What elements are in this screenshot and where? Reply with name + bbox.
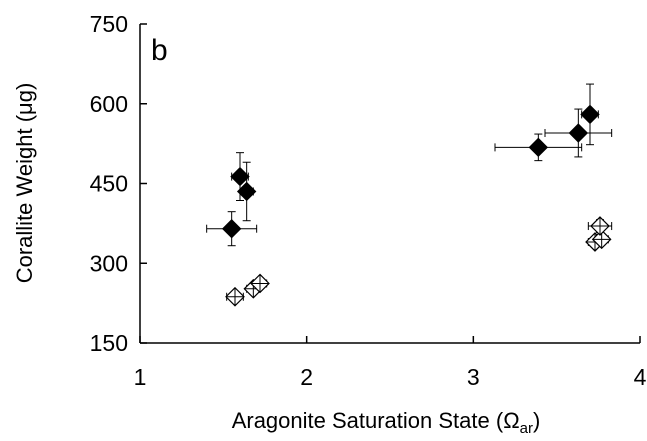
x-axis-title: Aragonite Saturation State (Ωar) <box>232 408 541 437</box>
open-diamond-marker <box>250 273 270 294</box>
y-axis-title-symbol: μ <box>12 102 37 115</box>
filled-diamond-marker <box>528 137 549 158</box>
open-diamond-marker <box>590 216 610 236</box>
filled-diamond-marker <box>236 181 257 202</box>
error-bars <box>206 83 613 303</box>
tick-marks <box>139 23 641 344</box>
x-tick-label: 4 <box>634 364 647 390</box>
open-diamond-marker <box>225 286 245 307</box>
y-tick-label: 150 <box>90 330 128 356</box>
x-tick-label: 1 <box>134 364 147 390</box>
y-tick-label: 300 <box>90 250 128 276</box>
x-axis-title-main: Aragonite Saturation State ( <box>232 408 504 433</box>
panel-label: b <box>151 34 168 67</box>
axes <box>139 24 640 344</box>
y-axis-title-main: Corallite Weight ( <box>12 114 37 283</box>
x-axis-title-subscript: ar <box>520 420 533 437</box>
x-axis-title-symbol: Ω <box>503 408 519 433</box>
filled-diamond-marker <box>580 104 600 125</box>
filled-diamond-marker <box>230 166 250 187</box>
filled-diamond-marker <box>221 218 242 239</box>
open-diamond-marker <box>591 229 612 250</box>
x-axis-title-close: ) <box>533 408 540 433</box>
y-axis-title: Corallite Weight (μg) <box>12 83 37 284</box>
y-tick-label: 450 <box>90 171 128 197</box>
x-tick-label: 2 <box>300 364 313 390</box>
data-markers <box>221 104 612 307</box>
x-tick-label: 3 <box>467 364 480 390</box>
tick-labels: 150 300 450 600 750 1 2 3 4 <box>90 11 647 390</box>
y-tick-label: 750 <box>90 11 128 37</box>
y-tick-label: 600 <box>90 91 128 117</box>
y-axis-title-unit: g) <box>12 83 37 103</box>
filled-diamond-marker <box>568 123 589 143</box>
